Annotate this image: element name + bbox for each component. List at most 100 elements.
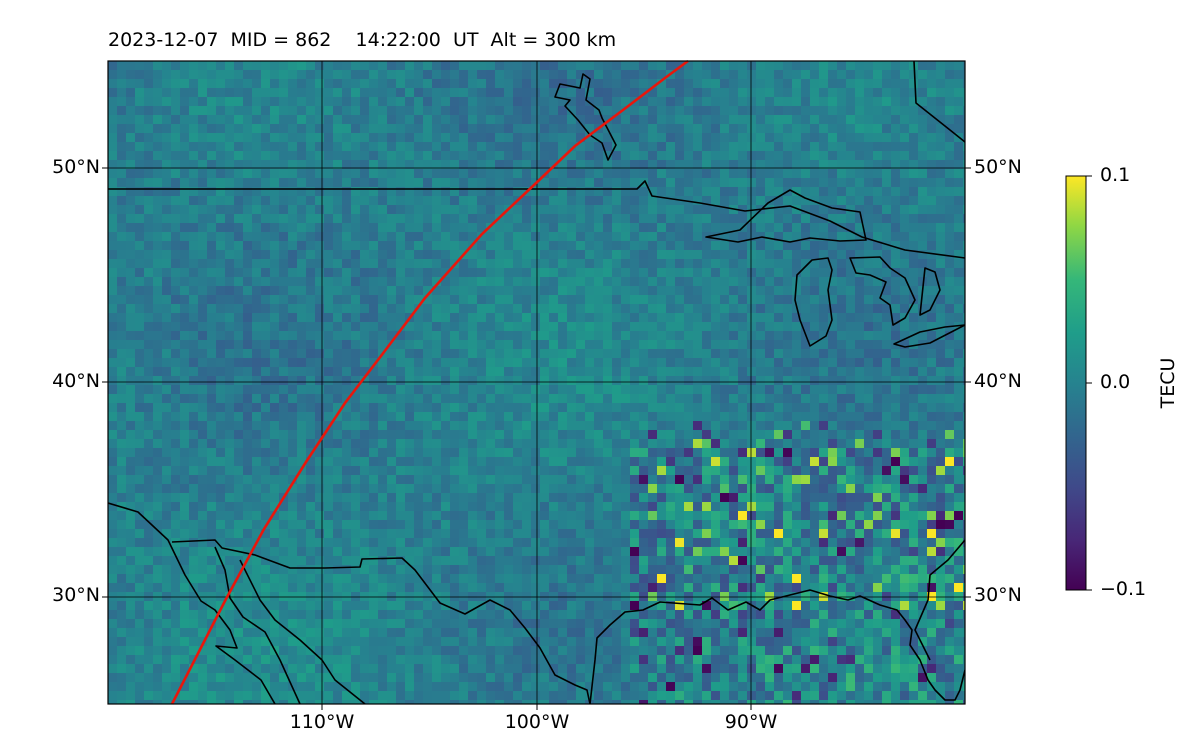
tec-pixel xyxy=(405,250,414,259)
tec-pixel xyxy=(765,232,774,241)
tec-pixel xyxy=(765,421,774,430)
tec-pixel xyxy=(504,70,513,79)
tec-pixel xyxy=(387,250,396,259)
tec-pixel xyxy=(864,259,873,268)
tec-pixel xyxy=(378,322,387,331)
tec-pixel xyxy=(747,88,756,97)
tec-pixel xyxy=(288,79,297,88)
tec-pixel xyxy=(792,502,801,511)
tec-pixel xyxy=(621,313,630,322)
tec-pixel xyxy=(603,241,612,250)
tec-pixel xyxy=(279,97,288,106)
tec-pixel xyxy=(531,385,540,394)
tec-pixel xyxy=(180,511,189,520)
tec-pixel xyxy=(189,358,198,367)
tec-pixel xyxy=(738,196,747,205)
tec-pixel xyxy=(531,169,540,178)
tec-pixel xyxy=(909,196,918,205)
tec-pixel xyxy=(918,358,927,367)
tec-pixel xyxy=(702,466,711,475)
tec-pixel xyxy=(801,295,810,304)
tec-pixel xyxy=(900,241,909,250)
tec-pixel xyxy=(198,214,207,223)
tec-pixel xyxy=(711,214,720,223)
tec-pixel xyxy=(234,115,243,124)
tec-pixel xyxy=(504,376,513,385)
tec-pixel xyxy=(423,502,432,511)
tec-pixel xyxy=(369,367,378,376)
tec-pixel xyxy=(234,277,243,286)
tec-pixel xyxy=(234,466,243,475)
tec-pixel xyxy=(720,268,729,277)
tec-pixel xyxy=(801,88,810,97)
tec-pixel xyxy=(513,169,522,178)
tec-pixel xyxy=(630,439,639,448)
tec-pixel xyxy=(270,430,279,439)
tec-pixel xyxy=(288,250,297,259)
tec-pixel xyxy=(855,421,864,430)
tec-pixel xyxy=(846,115,855,124)
tec-pixel xyxy=(927,88,936,97)
tec-pixel xyxy=(117,250,126,259)
tec-pixel xyxy=(315,457,324,466)
tec-pixel xyxy=(288,502,297,511)
tec-pixel xyxy=(837,115,846,124)
tec-pixel xyxy=(801,493,810,502)
tec-pixel xyxy=(963,295,965,304)
tec-pixel xyxy=(540,295,549,304)
tec-pixel xyxy=(882,439,891,448)
tec-pixel xyxy=(495,277,504,286)
tec-pixel xyxy=(153,250,162,259)
tec-pixel xyxy=(504,151,513,160)
tec-pixel xyxy=(351,412,360,421)
tec-pixel xyxy=(675,286,684,295)
tec-pixel xyxy=(954,403,963,412)
tec-pixel xyxy=(810,331,819,340)
tec-pixel xyxy=(612,61,621,70)
tec-pixel xyxy=(216,115,225,124)
tec-pixel xyxy=(324,241,333,250)
tec-pixel xyxy=(441,142,450,151)
tec-pixel xyxy=(369,340,378,349)
tec-pixel xyxy=(144,331,153,340)
tec-pixel xyxy=(720,232,729,241)
tec-pixel xyxy=(441,421,450,430)
tec-pixel xyxy=(297,421,306,430)
tec-pixel xyxy=(774,232,783,241)
tec-pixel xyxy=(342,286,351,295)
tec-pixel xyxy=(666,322,675,331)
tec-pixel xyxy=(198,430,207,439)
tec-pixel xyxy=(468,466,477,475)
tec-pixel xyxy=(207,448,216,457)
tec-pixel xyxy=(468,88,477,97)
tec-pixel xyxy=(810,430,819,439)
tec-pixel xyxy=(252,286,261,295)
tec-pixel xyxy=(630,259,639,268)
tec-pixel xyxy=(720,295,729,304)
tec-pixel xyxy=(594,277,603,286)
tec-pixel xyxy=(603,466,612,475)
tec-pixel xyxy=(540,124,549,133)
tec-pixel xyxy=(558,520,567,529)
tec-pixel xyxy=(918,403,927,412)
tec-pixel xyxy=(792,106,801,115)
tec-pixel xyxy=(783,196,792,205)
tec-pixel xyxy=(612,430,621,439)
tec-pixel xyxy=(144,187,153,196)
tec-pixel xyxy=(945,367,954,376)
tec-pixel xyxy=(414,295,423,304)
tec-pixel xyxy=(666,403,675,412)
tec-pixel xyxy=(333,349,342,358)
tec-pixel xyxy=(801,277,810,286)
tec-pixel xyxy=(657,484,666,493)
tec-pixel xyxy=(918,448,927,457)
tec-pixel xyxy=(738,232,747,241)
tec-pixel xyxy=(864,70,873,79)
tec-pixel xyxy=(279,349,288,358)
tec-pixel xyxy=(675,340,684,349)
tec-pixel xyxy=(702,160,711,169)
tec-pixel xyxy=(792,133,801,142)
tec-pixel xyxy=(684,250,693,259)
tec-pixel xyxy=(549,196,558,205)
tec-pixel xyxy=(396,205,405,214)
